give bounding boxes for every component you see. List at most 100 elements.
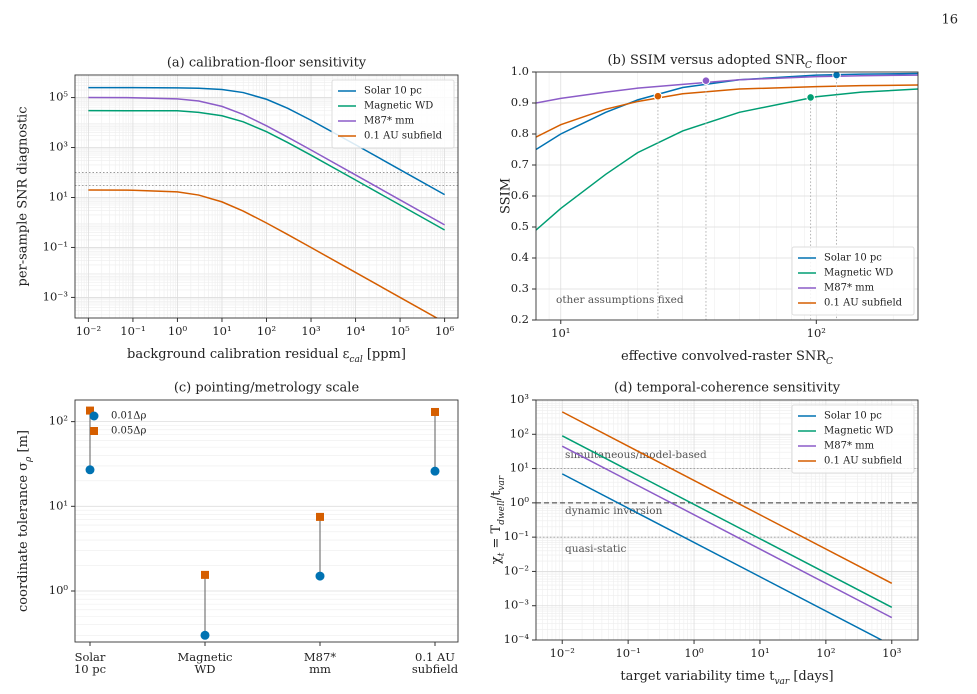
y-tick-label: 10³: [510, 392, 530, 406]
series-line: [561, 445, 893, 619]
y-tick-label: 0.5: [511, 219, 529, 233]
y-tick-label: 0.3: [511, 281, 529, 295]
panel-title: (b) SSIM versus adopted SNRC floor: [607, 53, 847, 71]
x-tick-label: 0.1 AU: [415, 650, 455, 664]
legend-label: Magnetic WD: [824, 268, 893, 279]
x-tick-label: 10⁴: [346, 324, 366, 338]
y-axis-label-part: = T: [489, 524, 504, 552]
adopted-marker: [832, 72, 841, 80]
plot-area: [561, 411, 893, 640]
x-tick-label: 10 pc: [74, 662, 106, 676]
series-line: [88, 109, 445, 231]
y-axis-label-part: [m]: [16, 430, 31, 457]
legend-label: 0.1 AU subfield: [824, 456, 903, 467]
adopted-marker: [653, 91, 663, 101]
x-tick-label: 10¹: [551, 326, 570, 340]
legend-label: Solar 10 pc: [824, 411, 882, 422]
x-tick-label: 10⁶: [435, 324, 455, 338]
y-tick-label: 10¹: [49, 498, 68, 512]
x-axis-label-part: [ppm]: [363, 347, 406, 362]
adopted-marker: [701, 76, 711, 85]
point: [201, 570, 209, 579]
x-tick-label: 10⁻¹: [615, 646, 640, 660]
y-axis-label: SSIM: [499, 178, 514, 214]
y-tick-label: 10³: [49, 140, 69, 154]
y-tick-label: 10²: [49, 414, 68, 428]
legend-label: Magnetic WD: [824, 426, 893, 437]
y-axis-label: per-sample SNR diagnostic: [16, 107, 31, 287]
panel-title-part: (b) SSIM versus adopted SNR: [607, 53, 806, 68]
legend-label: M87* mm: [364, 116, 415, 127]
legend-label: Solar 10 pc: [824, 253, 882, 264]
panel-title: (a) calibration-floor sensitivity: [167, 56, 367, 71]
x-tick-label: 10¹: [212, 324, 231, 338]
legend-swatch: [90, 427, 98, 435]
x-axis-label-part: var: [774, 677, 789, 687]
annotation: quasi-static: [565, 543, 626, 555]
x-axis-label: target variability time tvar [days]: [620, 669, 833, 687]
y-axis-label-part: coordinate tolerance σ: [16, 462, 31, 612]
legend-label: 0.1 AU subfield: [364, 131, 443, 142]
x-tick-label: 10⁰: [168, 324, 188, 338]
axes-frame: [535, 399, 919, 641]
axes-frame: [535, 71, 919, 321]
series-line: [536, 84, 918, 138]
y-tick-label: 10⁻²: [504, 563, 529, 577]
legend-label: Solar 10 pc: [364, 86, 422, 97]
x-axis-label-part: background calibration residual ε: [127, 347, 350, 362]
y-tick-label: 10⁻¹: [43, 239, 68, 253]
x-tick-label: 10⁵: [390, 324, 410, 338]
x-tick-label: 10⁻²: [76, 324, 101, 338]
point: [431, 407, 439, 416]
x-axis-label: effective convolved-raster SNRC: [621, 349, 833, 367]
axes-frame: [74, 74, 459, 319]
point: [86, 406, 94, 415]
page-number: 16: [941, 13, 958, 28]
y-axis-label-part: dwell: [497, 500, 507, 525]
x-tick-label: 10⁻²: [550, 646, 575, 660]
legend-swatch: [89, 411, 99, 421]
panel-title-part: floor: [812, 53, 847, 68]
y-axis-label-part: χ: [489, 556, 504, 564]
x-axis-label-part: C: [826, 357, 833, 367]
legend-label: 0.1 AU subfield: [824, 298, 903, 309]
legend-label: Magnetic WD: [364, 101, 433, 112]
legend-box: [791, 246, 915, 316]
plot-area: [536, 72, 918, 320]
y-tick-label: 10²: [510, 426, 529, 440]
x-tick-label: Solar: [75, 650, 106, 664]
series-line: [536, 72, 918, 151]
y-axis-label-part: ρ: [24, 456, 34, 463]
y-tick-label: 10⁵: [49, 90, 69, 104]
series-line: [536, 74, 918, 104]
legend-label: M87* mm: [824, 441, 875, 452]
y-axis-label-part: var: [497, 475, 507, 490]
y-tick-label: 10⁻⁴: [504, 632, 530, 646]
plot-area: [88, 86, 445, 318]
x-tick-label: 10³: [882, 646, 902, 660]
y-tick-label: 10¹: [49, 189, 68, 203]
y-axis-label-part: t: [497, 552, 507, 556]
x-tick-label: WD: [194, 662, 215, 676]
y-tick-label: 10⁰: [510, 495, 530, 509]
x-tick-label: 10⁰: [684, 646, 704, 660]
x-tick-label: mm: [309, 662, 331, 676]
point: [315, 571, 325, 581]
x-tick-label: 10²: [807, 326, 826, 340]
x-tick-label: M87*: [304, 650, 336, 664]
panel-title: (c) pointing/metrology scale: [174, 381, 360, 396]
adopted-marker: [806, 93, 815, 102]
series-line: [88, 96, 445, 226]
y-tick-label: 0.4: [511, 250, 529, 264]
point: [85, 465, 95, 475]
x-tick-label: 10¹: [750, 646, 769, 660]
y-tick-label: 0.9: [511, 95, 529, 109]
y-tick-label: 0.7: [511, 157, 529, 171]
series-line: [536, 88, 918, 231]
y-tick-label: 1.0: [511, 64, 529, 78]
series-line: [561, 473, 882, 640]
y-tick-label: 10⁻¹: [504, 529, 529, 543]
series-line: [561, 411, 893, 584]
y-axis-label: coordinate tolerance σρ [m]: [16, 430, 34, 612]
